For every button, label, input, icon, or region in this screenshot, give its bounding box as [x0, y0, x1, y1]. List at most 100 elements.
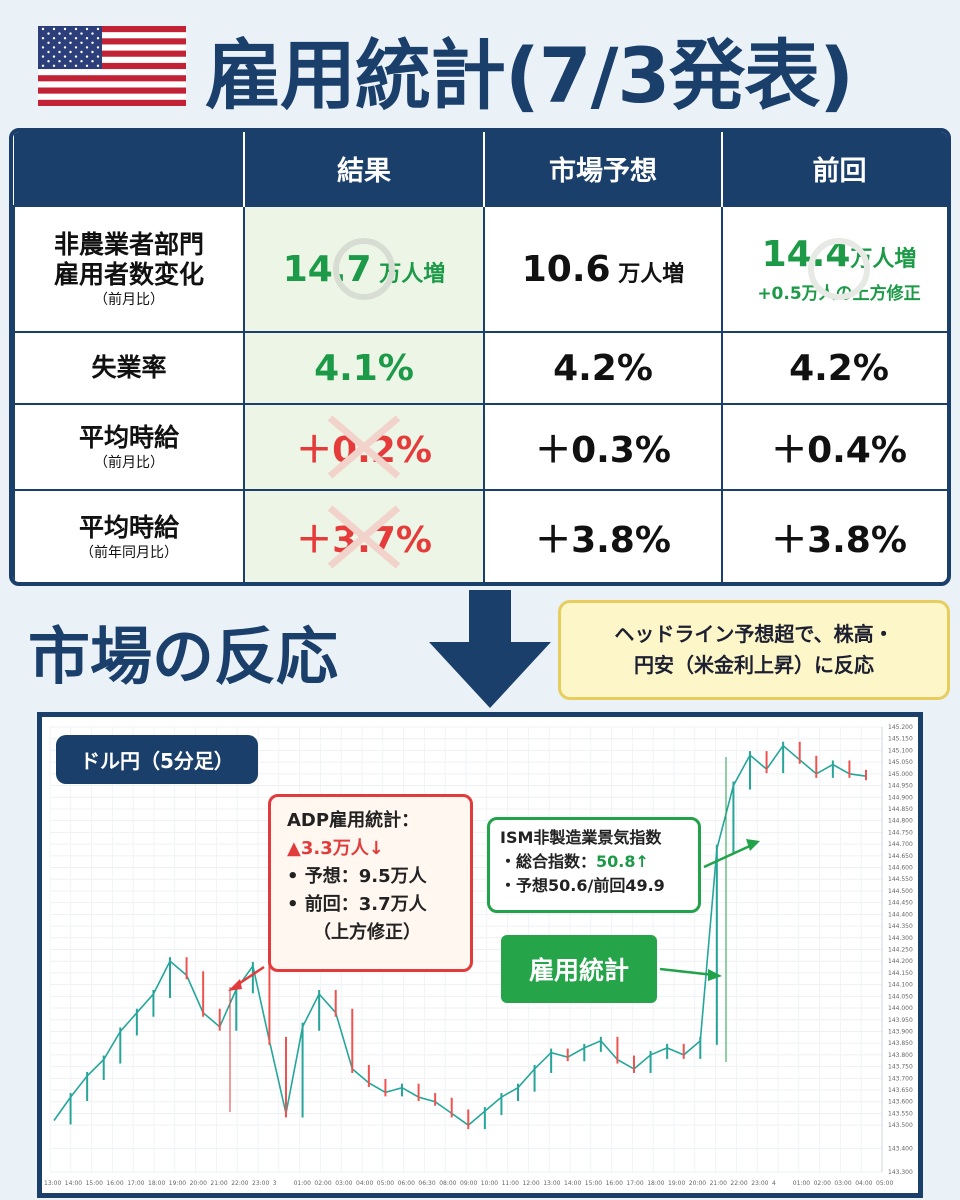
x-tick-label: 11:00 [502, 1180, 519, 1187]
adp-revision: （上方修正） [313, 921, 421, 943]
header-result: 結果 [244, 132, 485, 206]
result-hourly-mom: ＋0.2% [243, 403, 485, 491]
note-line2: 円安（米金利上昇）に反応 [634, 653, 874, 677]
flag-star [58, 50, 61, 54]
nfp-tag: 雇用統計 [501, 935, 657, 1003]
y-tick-label: 144.000 [888, 1005, 913, 1012]
reaction-note: ヘッドライン予想超で、株高・ 円安（米金利上昇）に反応 [558, 600, 950, 700]
table-row-nfp: 非農業者部門 雇用者数変化 （前月比） 14.7 万人増 10.6 万人増 14… [13, 205, 947, 333]
flag-star [63, 46, 67, 49]
flag-star [47, 41, 50, 44]
x-tick-label: 02:00 [814, 1180, 831, 1187]
flag-star [47, 50, 50, 54]
y-tick-label: 144.300 [888, 935, 913, 942]
y-tick-label: 143.850 [888, 1040, 913, 1047]
nfp-arrow-head [708, 969, 722, 981]
flag-star [80, 32, 83, 35]
flag-star [74, 55, 78, 58]
x-tick-label: 16:00 [106, 1180, 123, 1187]
x-tick-label: 20:00 [190, 1180, 207, 1187]
ism-annotation: ISM非製造業景気指数 ・総合指数：50.8↑ ・予想50.6/前回49.9 [487, 817, 701, 913]
y-tick-label: 144.200 [888, 958, 913, 965]
x-tick-label: 08:00 [439, 1180, 456, 1187]
flag-star [52, 55, 56, 58]
flag-star [63, 64, 67, 67]
previous-value: ＋0.4% [771, 430, 907, 471]
previous-unit: 万人増 [850, 247, 917, 272]
x-tick-label: 06:00 [398, 1180, 415, 1187]
x-tick-label: 06:30 [418, 1180, 435, 1187]
y-tick-label: 144.850 [888, 806, 913, 813]
forecast-hourly-yoy: ＋3.8% [483, 489, 723, 582]
us-flag-icon [38, 26, 186, 106]
forecast-value: ＋3.8% [535, 520, 671, 561]
result-nfp: 14.7 万人増 [243, 205, 485, 333]
flag-star [41, 27, 45, 31]
x-tick-label: 23:00 [252, 1180, 269, 1187]
flag-star [85, 46, 89, 49]
result-unit: 万人増 [371, 261, 446, 287]
label-sub: （前月比） [94, 291, 164, 308]
x-tick-label: 4 [772, 1180, 776, 1187]
y-tick-label: 145.150 [888, 736, 913, 743]
x-tick-label: 20:00 [689, 1180, 706, 1187]
flag-star [63, 37, 67, 40]
series-line [53, 744, 867, 1127]
y-tick-label: 144.050 [888, 993, 913, 1000]
usdjpy-chart: 143.300 143.400 143.500 143.550 143.600 143.6… [37, 712, 923, 1198]
ism-arrow-line [703, 843, 753, 869]
y-tick-label: 143.750 [888, 1064, 913, 1071]
flag-star [85, 37, 89, 40]
x-tick-label: 02:00 [314, 1180, 331, 1187]
flag-star [69, 41, 72, 44]
header-empty [14, 132, 245, 206]
flag-star [91, 32, 94, 35]
y-tick-label: 145.000 [888, 771, 913, 778]
x-tick-label: 12:00 [522, 1180, 539, 1187]
y-tick-label: 143.950 [888, 1017, 913, 1024]
stats-table: 結果 市場予想 前回 非農業者部門 雇用者数変化 （前月比） 14.7 万人増 … [9, 128, 951, 586]
x-tick-label: 14:00 [564, 1180, 581, 1187]
y-tick-label: 144.600 [888, 865, 913, 872]
flag-star [52, 64, 56, 67]
ism-arrow-head [746, 839, 760, 851]
y-tick-label: 143.550 [888, 1110, 913, 1117]
flag-star [96, 37, 100, 40]
adp-value: ▲3.3万人↓ [287, 837, 384, 859]
header-forecast: 市場予想 [484, 132, 723, 206]
row-label-hourly-yoy: 平均時給 （前年同月比） [13, 489, 245, 582]
flag-star [80, 41, 83, 44]
x-tick-label: 14:00 [65, 1180, 82, 1187]
y-tick-label: 145.200 [888, 724, 913, 731]
flag-star [91, 60, 94, 63]
previous-hourly-yoy: ＋3.8% [721, 489, 947, 582]
flag-star [80, 60, 83, 63]
table-row-hourly-yoy: 平均時給 （前年同月比） ＋3.7% ＋3.8% ＋3.8% [13, 489, 947, 582]
x-tick-label: 09:00 [460, 1180, 477, 1187]
table-row-hourly-mom: 平均時給 （前月比） ＋0.2% ＋0.3% ＋0.4% [13, 403, 947, 491]
flag-star [58, 60, 61, 63]
previous-value: ＋3.8% [771, 520, 907, 561]
y-tick-label: 143.700 [888, 1075, 913, 1082]
label-line2: 雇用者数変化 [53, 259, 204, 289]
note-line1: ヘッドライン予想超で、株高・ [614, 622, 894, 646]
y-tick-label: 143.900 [888, 1028, 913, 1035]
nfp-arrow-line [659, 967, 715, 977]
y-tick-label: 144.450 [888, 900, 913, 907]
x-tick-label: 05:00 [876, 1180, 893, 1187]
flag-star [41, 46, 45, 49]
previous-note: +0.5万人の上方修正 [757, 284, 921, 304]
y-tick-label: 143.650 [888, 1087, 913, 1094]
y-tick-label: 144.250 [888, 947, 913, 954]
x-tick-label: 22:00 [231, 1180, 248, 1187]
page-title: 雇用統計(7/3発表) [205, 31, 854, 120]
x-tick-label: 15:00 [585, 1180, 602, 1187]
pair-label: ドル円（5分足） [56, 735, 258, 784]
flag-star [58, 32, 61, 35]
flag-star [74, 64, 78, 67]
previous-nfp: 14.4万人増 +0.5万人の上方修正 [721, 205, 947, 333]
x-tick-label: 03:00 [834, 1180, 851, 1187]
y-tick-label: 144.700 [888, 841, 913, 848]
y-tick-label: 145.050 [888, 759, 913, 766]
x-tick-label: 3 [273, 1180, 277, 1187]
